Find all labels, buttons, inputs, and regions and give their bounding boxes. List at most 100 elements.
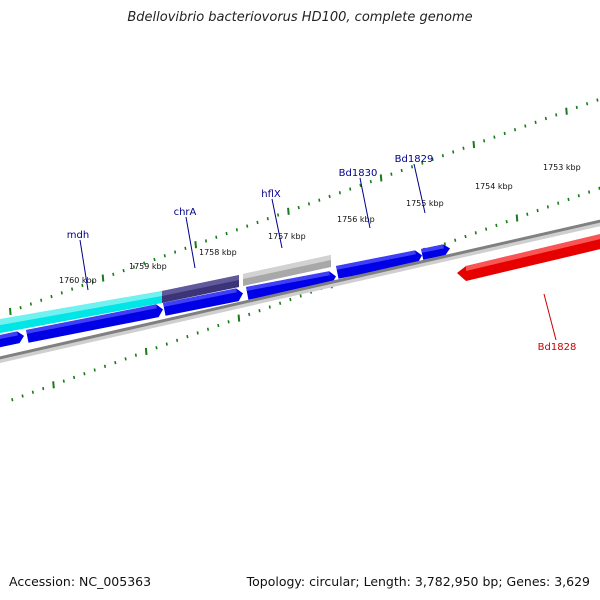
gene-arrow-chrA-highlight <box>163 288 237 307</box>
gene-arrow-Bd1829-highlight <box>421 244 444 253</box>
tick-mark <box>503 131 506 136</box>
tick-mark <box>567 197 570 202</box>
tick-mark <box>186 334 189 339</box>
tick-mark <box>194 241 197 249</box>
tick-mark <box>122 268 125 273</box>
tick-mark <box>153 257 156 262</box>
tick-mark <box>289 297 292 302</box>
tick-mark <box>493 135 496 139</box>
gene-Bd1828-highlight <box>466 234 600 271</box>
tick-mark <box>227 320 230 324</box>
gene-arrow-mdh-region <box>26 304 163 343</box>
tick-mark <box>246 224 249 228</box>
gene-arrow-hflX <box>246 271 336 300</box>
tick-mark <box>513 128 517 132</box>
tick-label: 1755 kbp <box>406 199 444 208</box>
gene-arrow-chrA <box>163 288 243 316</box>
tick-mark <box>565 107 568 115</box>
tick-mark <box>266 217 269 221</box>
tick-label: 1758 kbp <box>199 248 237 257</box>
tick-mark <box>206 327 210 331</box>
tick-mark <box>21 394 24 398</box>
tick-label: 1759 kbp <box>129 262 167 271</box>
tick-mark <box>163 254 166 258</box>
tick-mark <box>143 261 146 265</box>
tick-mark <box>11 398 14 402</box>
feature-track <box>0 234 600 348</box>
tick-label: 1760 kbp <box>59 276 97 285</box>
tick-mark <box>462 146 465 150</box>
outer-tick-track <box>9 98 599 315</box>
leader-line <box>413 163 426 214</box>
tick-mark <box>40 298 43 302</box>
tick-mark <box>557 201 560 205</box>
tick-mark <box>431 157 434 162</box>
tick-mark <box>472 140 476 149</box>
tick-mark <box>524 124 527 128</box>
tick-mark <box>60 291 63 295</box>
tick-mark <box>359 183 362 187</box>
tick-mark <box>19 306 22 310</box>
tick-mark <box>134 353 137 357</box>
tick-mark <box>536 208 539 213</box>
tick-mark <box>443 242 446 246</box>
tick-mark <box>390 172 393 176</box>
tick-mark <box>483 139 486 143</box>
leader-line <box>543 293 557 341</box>
gene-label: Bd1829 <box>395 154 434 165</box>
tick-mark <box>31 390 34 394</box>
gene-arrow-Bd1830-highlight <box>336 250 416 270</box>
gene-label: hflX <box>261 189 281 200</box>
tick-mark <box>464 234 467 239</box>
tick-mark <box>349 187 352 191</box>
leader-line <box>271 198 283 249</box>
tick-mark <box>93 368 96 372</box>
tick-label: 1753 kbp <box>543 163 581 172</box>
tick-mark <box>114 360 117 365</box>
tick-mark <box>318 198 321 202</box>
leader-line <box>359 177 371 229</box>
tick-mark <box>42 386 45 391</box>
tick-mark <box>287 207 290 215</box>
tick-mark <box>101 274 105 282</box>
tick-mark <box>29 302 32 306</box>
tick-mark <box>515 214 519 222</box>
tick-mark <box>338 191 341 195</box>
tick-mark <box>176 338 179 343</box>
gene-label: Bd1828 <box>538 342 577 353</box>
tick-mark <box>256 220 259 225</box>
tick-mark <box>184 246 187 251</box>
tick-mark <box>297 205 300 210</box>
tick-mark <box>307 202 311 206</box>
tick-mark <box>217 323 220 328</box>
tick-mark <box>124 357 127 361</box>
tick-mark <box>588 190 591 194</box>
tick-mark <box>596 98 599 102</box>
tick-mark <box>505 220 508 224</box>
tick-mark <box>485 227 488 231</box>
tick-mark <box>421 161 424 165</box>
tick-mark <box>534 120 537 124</box>
tick-mark <box>410 165 414 169</box>
tick-mark <box>379 174 383 182</box>
tick-mark <box>586 102 589 106</box>
tick-mark <box>454 238 457 242</box>
accession-text: Accession: NC_005363 <box>9 574 152 589</box>
tick-mark <box>215 235 218 239</box>
tick-mark <box>71 287 74 291</box>
topology-summary: Topology: circular; Length: 3,782,950 bp… <box>246 574 590 589</box>
tick-mark <box>132 265 135 269</box>
backbone-line <box>0 219 600 360</box>
tick-mark <box>526 212 529 216</box>
tick-mark <box>196 331 199 335</box>
tick-mark <box>268 305 271 309</box>
tick-mark <box>441 154 444 158</box>
gene-arrow-mdh-region-highlight <box>26 304 157 334</box>
tick-mark <box>400 168 403 173</box>
tick-mark <box>369 179 372 184</box>
gene-label: chrA <box>174 207 197 218</box>
tick-label: 1754 kbp <box>475 182 513 191</box>
gene-label: mdh <box>67 230 89 241</box>
backbone-shadow <box>0 220 600 363</box>
